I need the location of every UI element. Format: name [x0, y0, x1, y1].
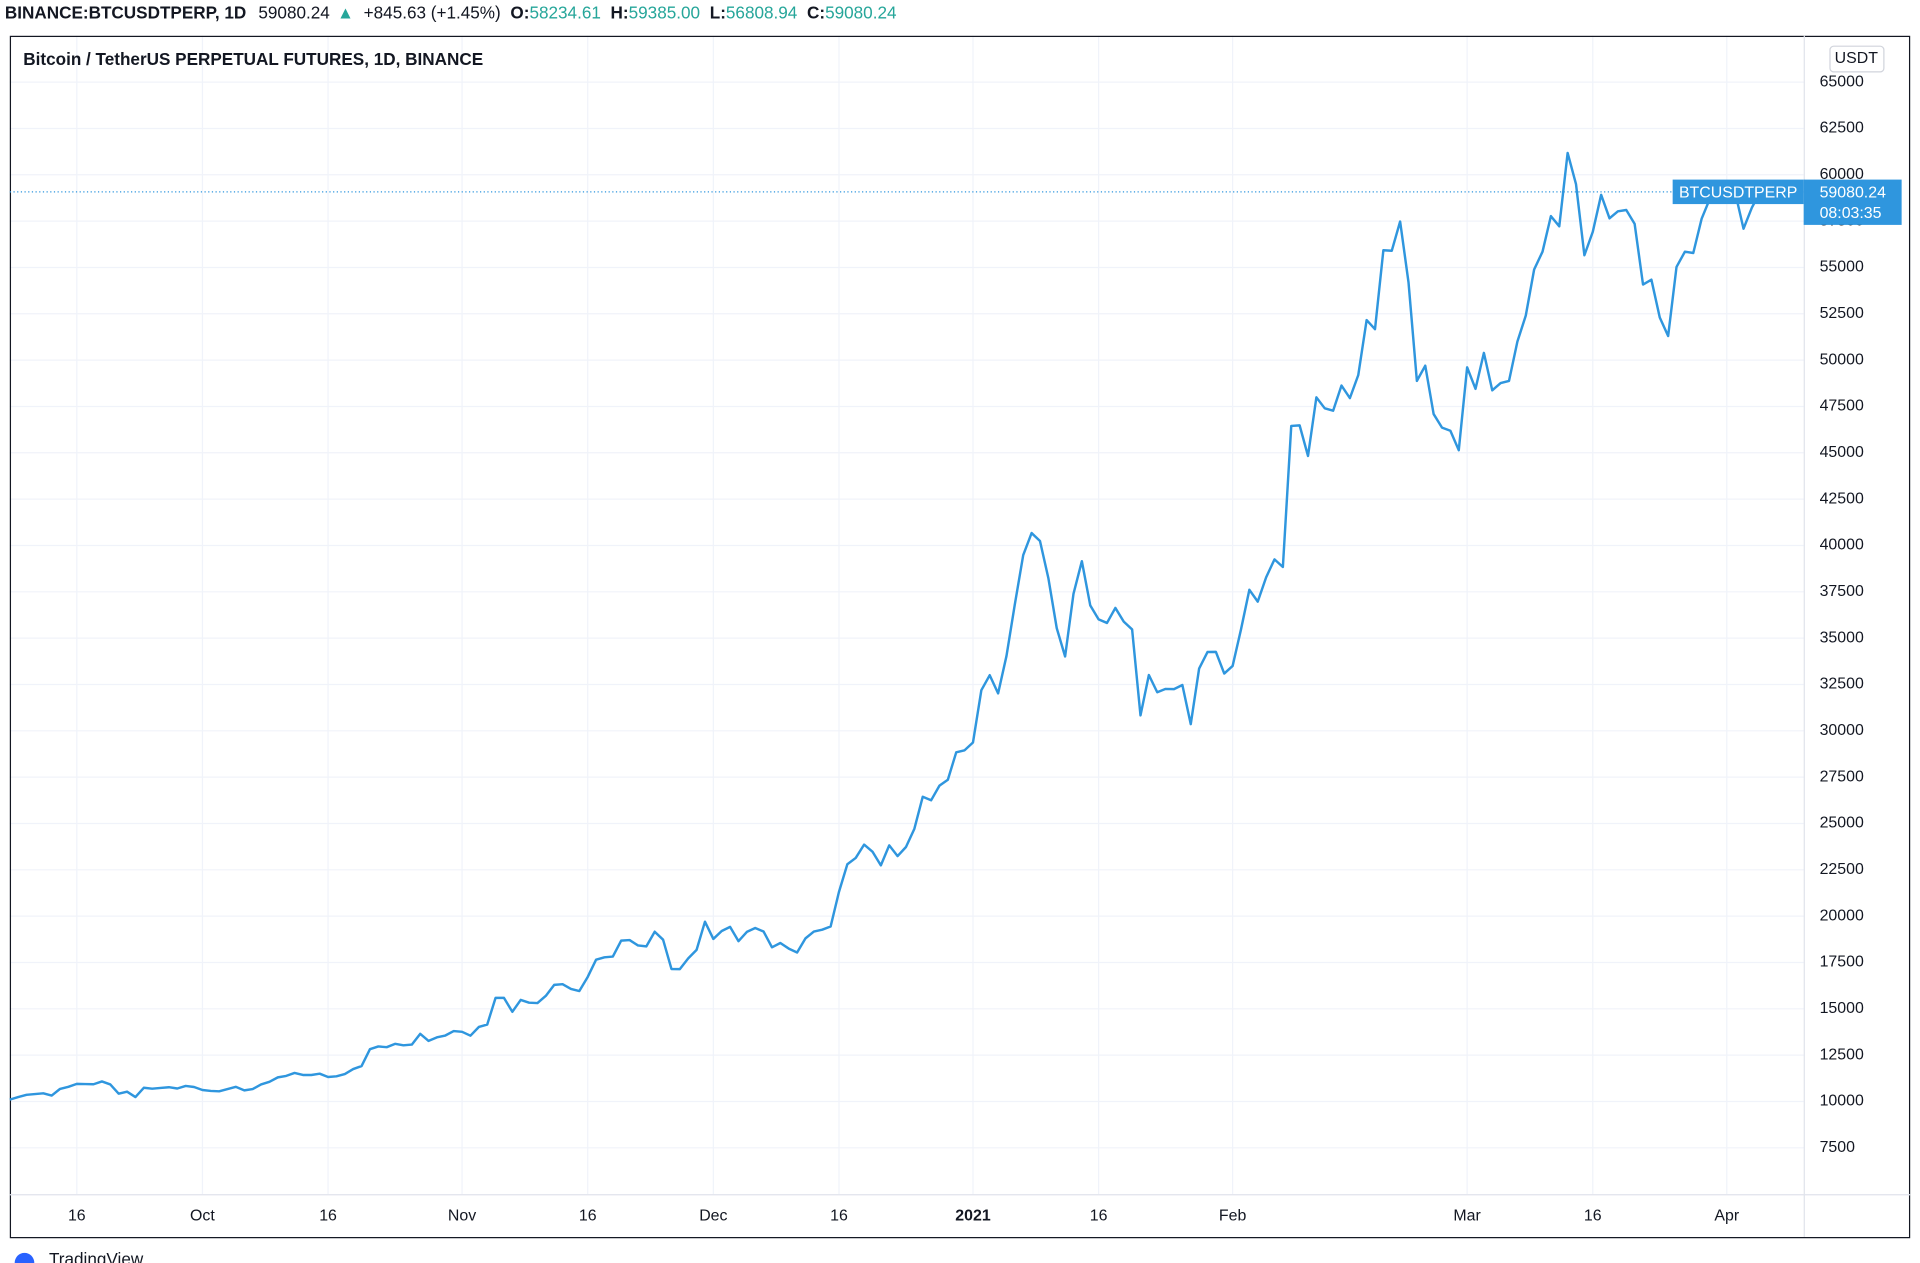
- y-tick-label: 35000: [1820, 629, 1864, 646]
- y-tick-label: 42500: [1820, 490, 1864, 507]
- currency-label[interactable]: USDT: [1835, 50, 1879, 67]
- y-tick-label: 17500: [1820, 954, 1864, 971]
- symbol: BINANCE:BTCUSDTPERP, 1D: [5, 2, 246, 22]
- y-tick-label: 22500: [1820, 861, 1864, 878]
- x-tick-label: 2021: [955, 1207, 991, 1224]
- y-tick-label: 60000: [1820, 166, 1864, 183]
- high-label: H:: [611, 2, 629, 22]
- countdown: 08:03:35: [1820, 205, 1882, 222]
- y-tick-label: 25000: [1820, 815, 1864, 832]
- price-tag-label: 59080.24: [1820, 184, 1886, 201]
- change: +845.63 (+1.45%): [364, 2, 501, 22]
- x-tick-label: 16: [1090, 1207, 1108, 1224]
- y-tick-label: 30000: [1820, 722, 1864, 739]
- series-tag-label: BTCUSDTPERP: [1679, 184, 1797, 201]
- x-tick-label: Oct: [190, 1207, 215, 1224]
- brand: TradingView: [49, 1249, 144, 1263]
- grid: [9, 35, 1804, 1195]
- low: 56808.94: [726, 2, 798, 22]
- close-label: C:: [807, 2, 825, 22]
- x-tick-label: 16: [319, 1207, 337, 1224]
- y-tick-label: 10000: [1820, 1093, 1864, 1110]
- y-tick-label: 27500: [1820, 768, 1864, 785]
- low-label: L:: [710, 2, 726, 22]
- brand-logo: [14, 1252, 35, 1263]
- y-tick-label: 62500: [1820, 120, 1864, 137]
- y-tick-label: 15000: [1820, 1000, 1864, 1017]
- y-tick-label: 50000: [1820, 351, 1864, 368]
- currency-box[interactable]: [1829, 45, 1885, 73]
- y-tick-label: 52500: [1820, 305, 1864, 322]
- y-tick-label: 40000: [1820, 537, 1864, 554]
- arrow: ▲: [337, 2, 354, 22]
- open: 58234.61: [529, 2, 600, 22]
- x-tick-label: Mar: [1453, 1207, 1481, 1224]
- y-tick-label: 47500: [1820, 398, 1864, 415]
- x-tick-label: 16: [1584, 1207, 1602, 1224]
- x-tick-label: Feb: [1219, 1207, 1247, 1224]
- y-tick-label: 20000: [1820, 907, 1864, 924]
- plot: [9, 151, 1804, 1101]
- y-tick-label: 12500: [1820, 1046, 1864, 1063]
- x-tick-label: Dec: [699, 1207, 727, 1224]
- last: 59080.24: [258, 2, 330, 22]
- series-tag: [1672, 179, 1804, 205]
- x-tick-label: 16: [830, 1207, 848, 1224]
- open-label: O:: [510, 2, 529, 22]
- price-tag: [1803, 179, 1902, 225]
- legend-header: BINANCE:BTCUSDTPERP, 1D 59080.24 ▲ +845.…: [5, 2, 897, 22]
- x-tick-label: 16: [579, 1207, 597, 1224]
- y-tick-label: 32500: [1820, 676, 1864, 693]
- axes: 7500 10000 12500 15000 17500 20000 22500 25000 2…: [68, 73, 1902, 1224]
- chart-title: Bitcoin / TetherUS PERPETUAL FUTURES, 1D…: [23, 49, 483, 69]
- y-tick-label: 65000: [1820, 73, 1864, 90]
- price-line: [9, 151, 1762, 1101]
- close: 59080.24: [825, 2, 897, 22]
- y-tick-label: 37500: [1820, 583, 1864, 600]
- y-tick-label: 45000: [1820, 444, 1864, 461]
- x-tick-label: Apr: [1714, 1207, 1739, 1224]
- chart-frame: [9, 35, 1911, 1239]
- y-tick-label: 55000: [1820, 259, 1864, 276]
- high: 59385.00: [629, 2, 700, 22]
- y-tick-label: 7500: [1820, 1139, 1856, 1156]
- x-tick-label: 16: [68, 1207, 86, 1224]
- x-tick-label: Nov: [448, 1207, 476, 1224]
